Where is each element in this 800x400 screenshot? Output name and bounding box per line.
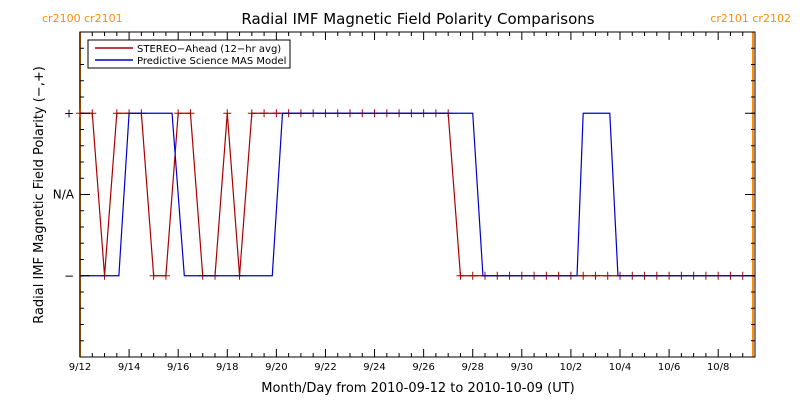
- x-tick-label: 9/16: [167, 362, 189, 373]
- carrington-label: cr2101 cr2102: [710, 12, 791, 25]
- stereo-ahead-point: [161, 271, 170, 280]
- chart-title: Radial IMF Magnetic Field Polarity Compa…: [241, 10, 594, 28]
- stereo-ahead-point: [174, 109, 183, 118]
- y-axis-label: Radial IMF Magnetic Field Polarity (−,+): [32, 66, 47, 324]
- y-tick-label: N/A: [53, 188, 75, 202]
- plot-frame: [79, 31, 756, 358]
- x-tick-label: 9/12: [69, 362, 91, 373]
- y-ticks: + N/A −: [53, 31, 755, 358]
- series-layer: [76, 109, 755, 280]
- legend-box: [87, 39, 291, 69]
- x-tick-label: 9/18: [216, 362, 238, 373]
- y-tick-label: −: [64, 269, 74, 283]
- stereo-ahead-point: [186, 109, 195, 118]
- y-tick-label: +: [64, 106, 74, 120]
- stereo-ahead-point: [579, 271, 588, 280]
- carrington-label: cr2100 cr2101: [42, 12, 123, 25]
- stereo-ahead-point: [591, 271, 600, 280]
- stereo-ahead-point: [149, 271, 158, 280]
- stereo-ahead-point: [223, 109, 232, 118]
- x-tick-label: 10/2: [560, 362, 582, 373]
- x-tick-label: 9/26: [412, 362, 434, 373]
- stereo-ahead-line: [80, 112, 743, 277]
- x-tick-label: 9/14: [118, 362, 140, 373]
- x-tick-label: 9/20: [265, 362, 287, 373]
- x-tick-label: 10/8: [707, 362, 729, 373]
- x-tick-label: 9/24: [363, 362, 385, 373]
- x-axis-label: Month/Day from 2010-09-12 to 2010-10-09 …: [261, 381, 574, 396]
- x-tick-label: 10/4: [609, 362, 631, 373]
- legend-label: STEREO−Ahead (12−hr avg): [137, 44, 281, 55]
- x-tick-label: 9/28: [461, 362, 483, 373]
- stereo-ahead-point: [112, 109, 121, 118]
- stereo-ahead-point: [456, 271, 465, 280]
- x-tick-label: 9/30: [511, 362, 533, 373]
- x-ticks: 9/12 9/14 9/16 9/18 9/20 9/22 9/24 9/26 9/28 9/30…: [69, 32, 756, 373]
- x-tick-label: 10/6: [658, 362, 680, 373]
- plot-frame-group: [79, 31, 756, 358]
- stereo-ahead-point: [272, 109, 281, 118]
- legend: STEREO−Ahead (12−hr avg)Predictive Scien…: [87, 39, 291, 69]
- stereo-ahead-point: [603, 271, 612, 280]
- stereo-ahead-point: [468, 271, 477, 280]
- mas-model-line: [80, 112, 755, 277]
- stereo-ahead-point: [260, 109, 269, 118]
- x-tick-label: 9/22: [314, 362, 336, 373]
- legend-label: Predictive Science MAS Model: [137, 56, 286, 67]
- stereo-ahead-point: [247, 109, 256, 118]
